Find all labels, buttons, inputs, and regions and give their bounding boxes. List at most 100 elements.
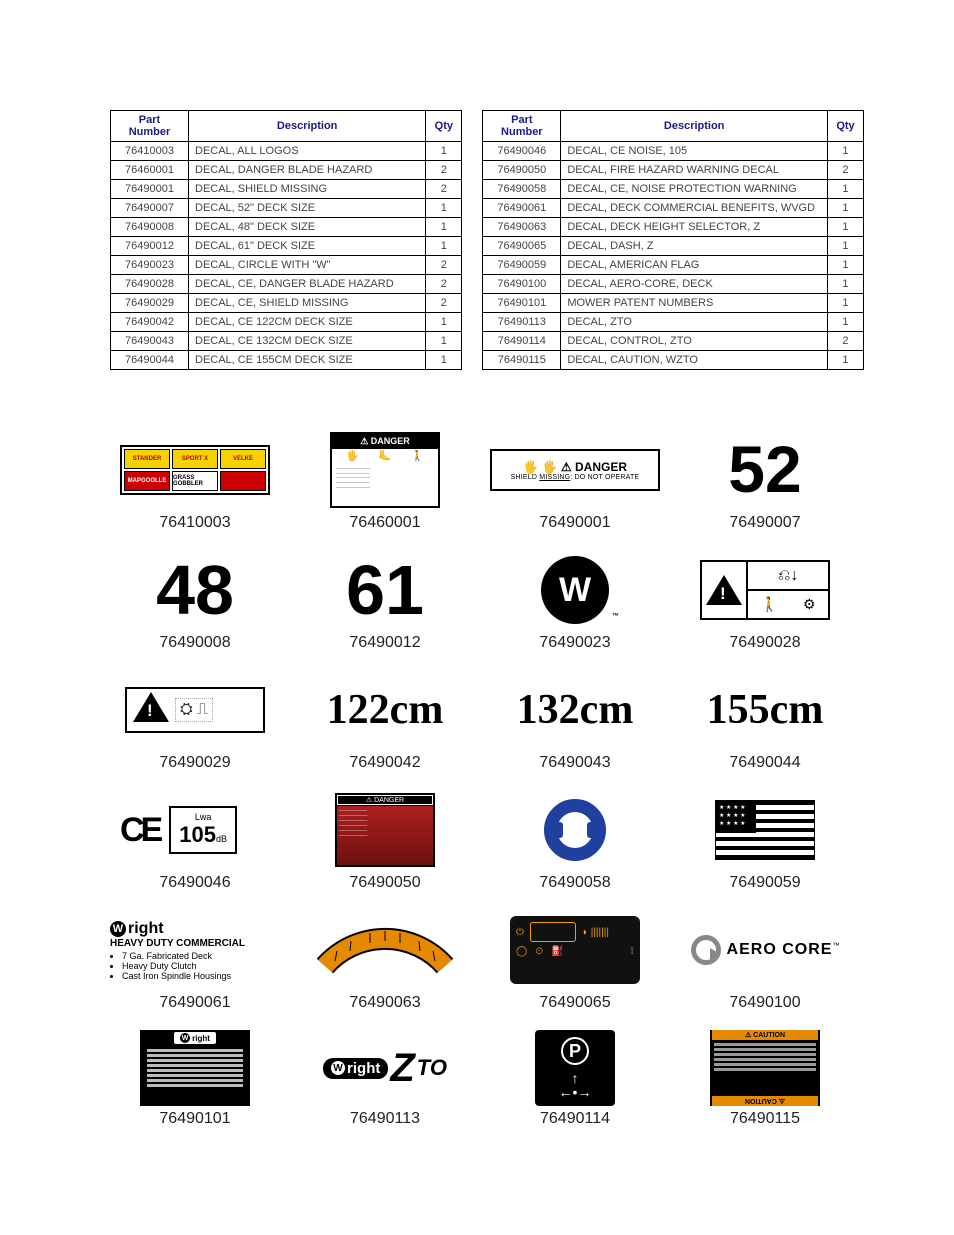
table-row: 76490101MOWER PATENT NUMBERS1 [483,294,864,313]
logo-box: SPORT X [172,449,218,469]
parts-table-right: Part Number Description Qty 76490046DECA… [482,110,864,370]
aerocore-ring-icon [691,935,721,965]
page: Part Number Description Qty 76410003DECA… [0,0,954,1188]
table-row: 76490115DECAL, CAUTION, WZTO1 [483,351,864,370]
zto-logo: Wright Z TO [323,1054,447,1082]
cell-description: DECAL, CE, SHIELD MISSING [189,294,426,313]
table-row: 76490046DECAL, CE NOISE, 1051 [483,142,864,161]
table-row: 76490114DECAL, CONTROL, ZTO2 [483,332,864,351]
deck-size-cm: 132cm [517,686,634,734]
decal-76490046: CE Lwa 105dB 76490046 [110,790,280,892]
decal-76490029: ⛭⎍ 76490029 [110,670,280,772]
cell-qty: 1 [426,218,462,237]
cell-qty: 1 [426,199,462,218]
table-row: 76490023DECAL, CIRCLE WITH "W"2 [111,256,462,275]
decal-76490050: ⚠ DANGER ───────────────────────────────… [300,790,470,892]
shield-icons: ⛭⎍ [175,698,213,722]
cell-part-number: 76490044 [111,351,189,370]
cell-description: DECAL, CE 122CM DECK SIZE [189,313,426,332]
cell-qty: 2 [426,180,462,199]
logo-box: STANDER [124,449,170,469]
decal-76490043: 132cm 76490043 [490,670,660,772]
zto-z: Z [390,1054,414,1082]
cell-qty: 2 [426,256,462,275]
cell-description: DECAL, DANGER BLADE HAZARD [189,161,426,180]
th-desc: Description [189,111,426,142]
logo-box: MAPGOOLLE [124,471,170,491]
table-row: 76490100DECAL, AERO-CORE, DECK1 [483,275,864,294]
cell-part-number: 76490046 [483,142,561,161]
cell-qty: 1 [426,351,462,370]
control-card: P ↑ ←•→ [535,1030,615,1106]
decal-label: 76490063 [349,994,420,1012]
cell-part-number: 76490042 [111,313,189,332]
cell-description: DECAL, FIRE HAZARD WARNING DECAL [561,161,828,180]
table-row: 76490007DECAL, 52" DECK SIZE1 [111,199,462,218]
parts-table-left: Part Number Description Qty 76410003DECA… [110,110,462,370]
cell-part-number: 76490114 [483,332,561,351]
table-row: 76490028DECAL, CE, DANGER BLADE HAZARD2 [111,275,462,294]
control-arrows-icon: ↑ ←•→ [559,1071,592,1099]
noise-unit: dB [216,834,227,844]
table-row: 76460001DECAL, DANGER BLADE HAZARD2 [111,161,462,180]
hazard-card: ⎌↓ 🚶⚙ [700,560,830,620]
shield-card: ⛭⎍ [125,687,265,733]
decal-label: 76490007 [729,514,800,532]
list-item: Heavy Duty Clutch [122,961,280,971]
cell-qty: 1 [827,199,863,218]
deck-size-number: 52 [728,440,801,499]
decal-label: 76490065 [539,994,610,1012]
tables-row: Part Number Description Qty 76410003DECA… [110,110,844,370]
trademark-icon: ™ [832,943,839,950]
cell-part-number: 76490113 [483,313,561,332]
table-left-wrap: Part Number Description Qty 76410003DECA… [110,110,462,370]
cell-part-number: 76490029 [111,294,189,313]
cell-part-number: 76490115 [483,351,561,370]
table-row: 76490063DECAL, DECK HEIGHT SELECTOR, Z1 [483,218,864,237]
parking-icon: P [561,1037,589,1065]
noise-db: 105 [179,822,216,847]
decal-76490042: 122cm 76490042 [300,670,470,772]
cell-description: DECAL, CE, NOISE PROTECTION WARNING [561,180,828,199]
aerocore-logo: AERO CORE™ [691,935,840,965]
th-part: Part Number [483,111,561,142]
cell-part-number: 76490008 [111,218,189,237]
cell-description: DECAL, DECK HEIGHT SELECTOR, Z [561,218,828,237]
fire-card: ⚠ DANGER ───────────────────────────────… [335,793,435,867]
arrow-up-icon: ↑ [572,1071,579,1085]
danger-icons: 🖐🦶🚶 [332,449,438,465]
decal-label: 76490044 [729,754,800,772]
cell-description: DECAL, 52" DECK SIZE [189,199,426,218]
logos-decal: STANDER SPORT X VELKE MAPGOOLLE GRASS GO… [120,445,270,495]
cell-description: DECAL, AMERICAN FLAG [561,256,828,275]
cell-qty: 1 [827,218,863,237]
flag-icon [715,800,815,860]
decal-label: 76490050 [349,874,420,892]
table-row: 76490043DECAL, CE 132CM DECK SIZE1 [111,332,462,351]
cell-qty: 2 [827,161,863,180]
cell-description: MOWER PATENT NUMBERS [561,294,828,313]
table-row: 76410003DECAL, ALL LOGOS1 [111,142,462,161]
noise-card: CE Lwa 105dB [120,801,270,859]
table-row: 76490029DECAL, CE, SHIELD MISSING2 [111,294,462,313]
cell-qty: 1 [827,351,863,370]
cell-qty: 1 [827,237,863,256]
decal-label: 76490113 [350,1110,420,1128]
cell-part-number: 76490063 [483,218,561,237]
decal-label: 76410003 [159,514,230,532]
decal-76490059: 76490059 [680,790,850,892]
cell-part-number: 76490012 [111,237,189,256]
noise-box: Lwa 105dB [169,806,237,854]
table-row: 76490061DECAL, DECK COMMERCIAL BENEFITS,… [483,199,864,218]
cell-qty: 1 [426,332,462,351]
decal-76490114: P ↑ ←•→ 76490114 [490,1030,660,1128]
cell-part-number: 76490100 [483,275,561,294]
cell-qty: 2 [426,275,462,294]
th-qty: Qty [827,111,863,142]
cell-description: DECAL, SHIELD MISSING [189,180,426,199]
decal-76490001: 🖐🖐⚠ DANGER SHIELD MISSING: DO NOT OPERAT… [490,430,660,532]
decal-label: 76490042 [349,754,420,772]
brand-logo: Wright [110,920,280,938]
cell-qty: 1 [426,237,462,256]
decal-label: 76490043 [539,754,610,772]
